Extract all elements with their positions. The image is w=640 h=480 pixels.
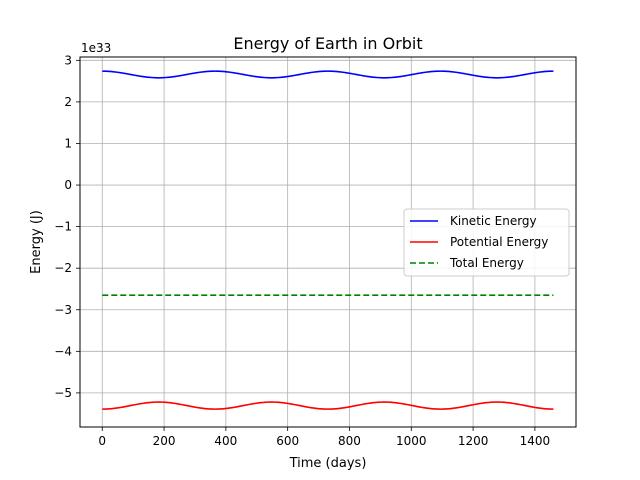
y-tick-label: 0 [64, 178, 72, 192]
x-tick-label: 200 [153, 434, 176, 448]
y-tick-label: −5 [54, 386, 72, 400]
y-tick-label: −3 [54, 303, 72, 317]
x-tick-label: 1400 [520, 434, 551, 448]
y-tick-label: 3 [64, 53, 72, 67]
plot-frame [79, 56, 577, 428]
kinetic-energy-line [102, 70, 554, 79]
grid-lines [80, 57, 576, 427]
x-tick-label: 600 [276, 434, 299, 448]
legend-label-kinetic-energy: Kinetic Energy [450, 214, 537, 228]
y-tick-label: −1 [54, 220, 72, 234]
y-tick-label: −2 [54, 261, 72, 275]
legend: Kinetic Energy Potential Energy Total Ener… [403, 208, 570, 277]
legend-label-potential-energy: Potential Energy [450, 235, 548, 249]
legend-box [403, 208, 570, 277]
x-tick-label: 400 [214, 434, 237, 448]
y-tick-label: 2 [64, 95, 72, 109]
y-axis-label: Energy (J) [29, 210, 44, 274]
x-tick-label: 1000 [396, 434, 427, 448]
plot-series [102, 70, 554, 410]
y-tick-label: −4 [54, 344, 72, 358]
legend-label-total-energy: Total Energy [449, 256, 524, 270]
x-tick-label: 0 [98, 434, 106, 448]
potential-energy-line [102, 401, 554, 410]
x-tick-label: 1200 [458, 434, 489, 448]
chart-title: Energy of Earth in Orbit [233, 34, 422, 53]
y-offset-label: 1e33 [81, 41, 111, 55]
y-tick-label: 1 [64, 136, 72, 150]
x-tick-label: 800 [338, 434, 361, 448]
axis-ticks: 0 200 400 600 800 1000 1200 1400 3 2 1 0 −1 −2 −3 −4 −5 [54, 53, 550, 448]
x-axis-label: Time (days) [289, 456, 367, 471]
